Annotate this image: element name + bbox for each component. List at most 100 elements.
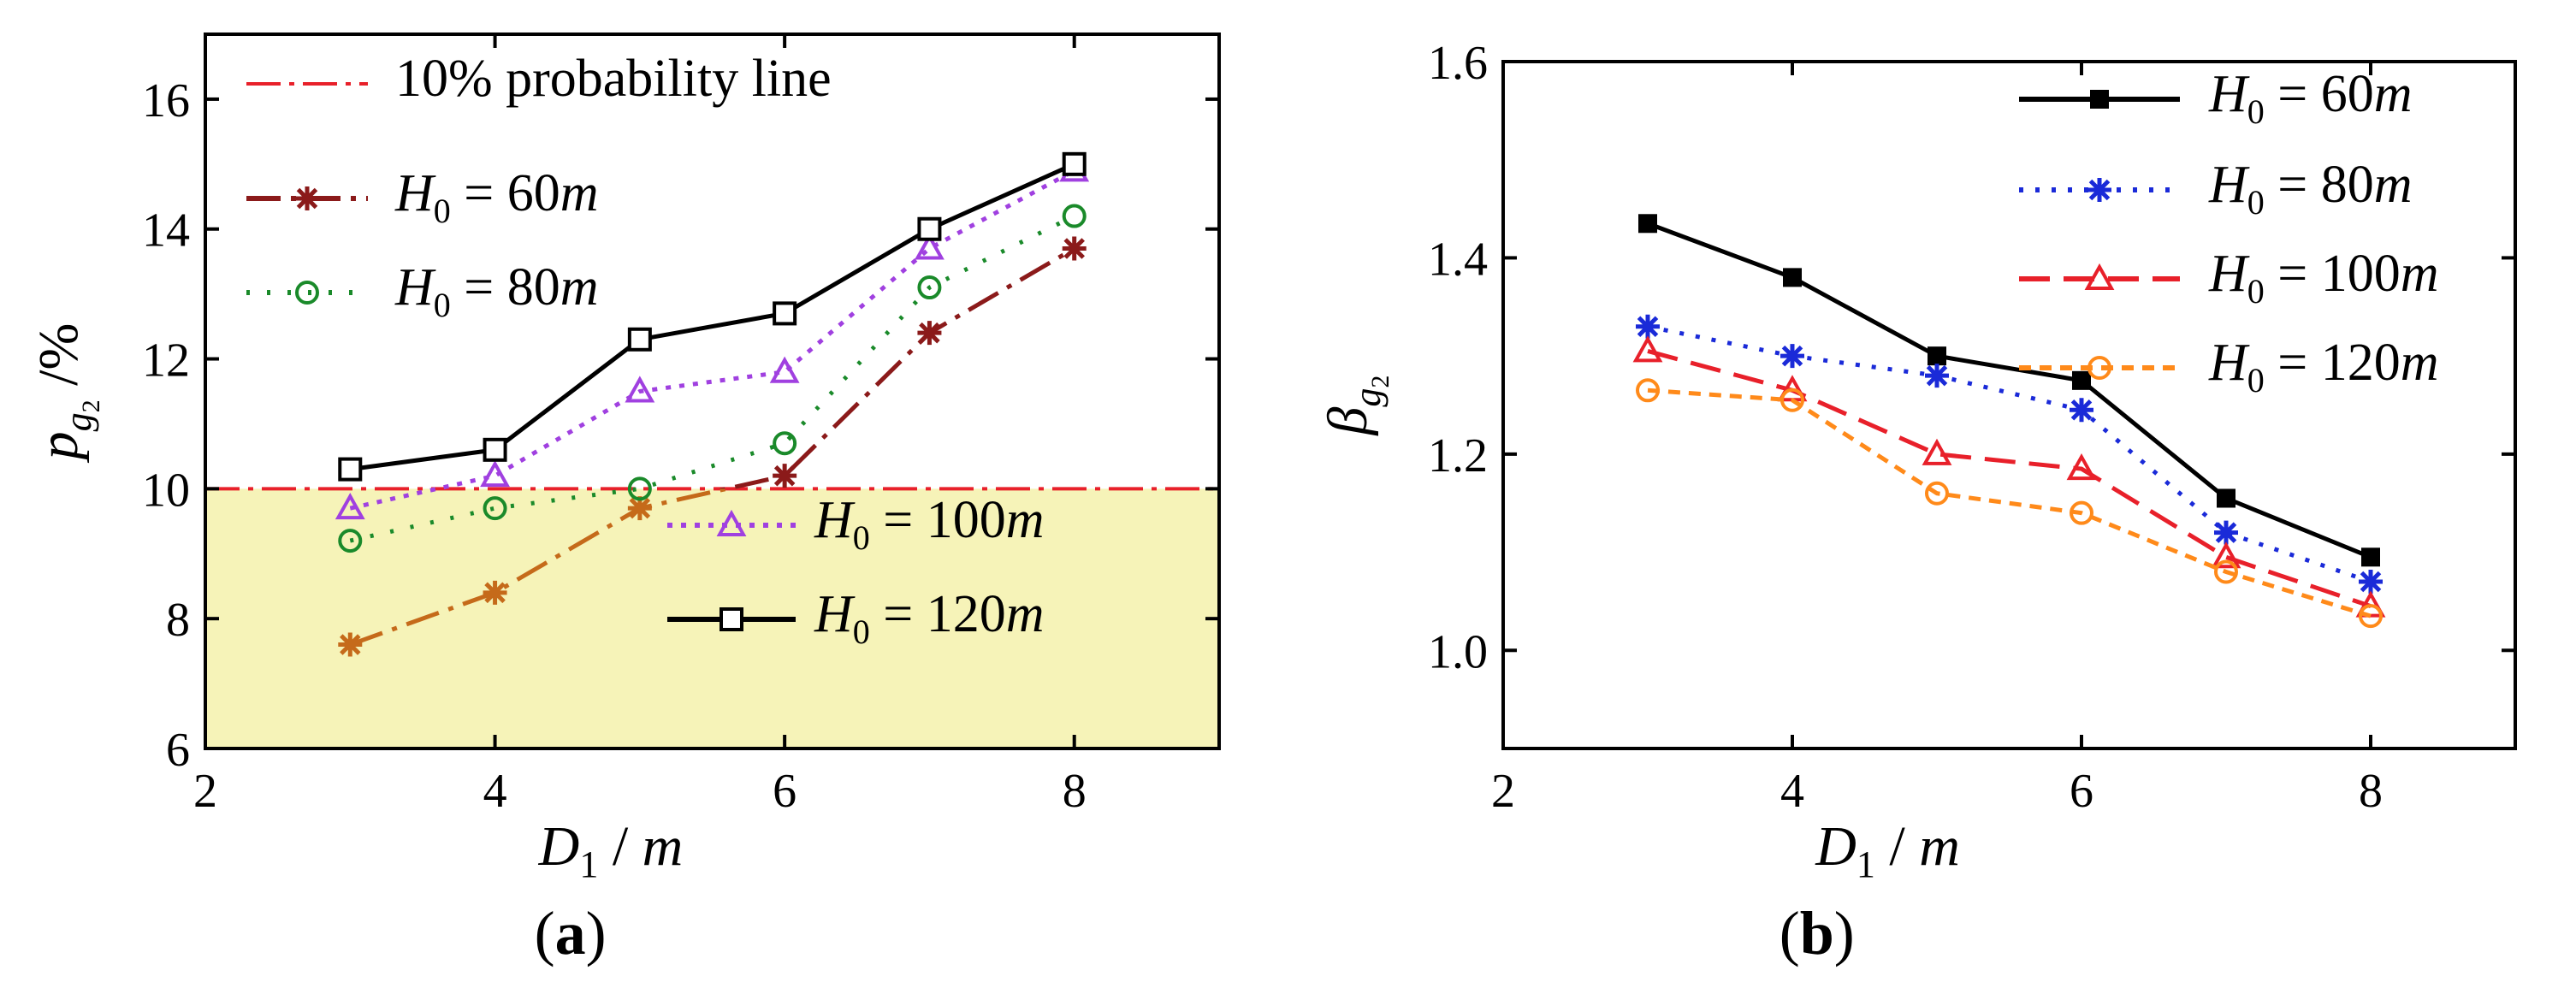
panel-label-letter: b — [1800, 899, 1834, 967]
series-H0=100m — [335, 155, 1090, 520]
legend-label-symbol: H — [2208, 156, 2250, 214]
x-axis-label-symbol: D — [1815, 815, 1856, 878]
legend-label: H0 = 120m — [2208, 334, 2439, 399]
legend-label-value: = 60 — [451, 164, 560, 222]
legend-label-subscript: 0 — [434, 192, 451, 230]
point-H0=60m-8 — [1062, 236, 1087, 261]
y-tick-label: 1.4 — [1428, 233, 1488, 286]
y-axis-label-subsubscript: 2 — [1366, 376, 1395, 388]
point-H0=120m-8 — [1062, 151, 1087, 176]
y-tick-label: 1.2 — [1428, 429, 1488, 482]
series-H0=80m — [1636, 314, 2383, 594]
point-H0=80m-5 — [627, 476, 652, 501]
legend-label-unit: m — [560, 258, 599, 317]
y-axis-label-symbol: p — [27, 431, 90, 463]
panel-label-open: ( — [535, 899, 555, 967]
legend-label-subscript: 0 — [2247, 272, 2265, 311]
legend-threshold-label: 10% probability line — [395, 50, 832, 108]
point-H0=80m-8 — [2359, 569, 2383, 594]
legend-label-unit: m — [560, 164, 599, 222]
legend-label: H0 = 80m — [394, 258, 599, 324]
y-tick-label: 10 — [142, 464, 190, 517]
panel-label: (a) — [535, 899, 607, 967]
legend-label-value: = 120 — [2265, 334, 2401, 392]
point-H0=100m-7 — [915, 233, 945, 260]
point-H0=60m-5 — [1928, 346, 1946, 366]
legend-label-subscript: 0 — [434, 286, 451, 324]
y-tick-label: 12 — [142, 334, 190, 388]
legend-label-value: = 80 — [451, 258, 560, 317]
point-H0=120m-8 — [2359, 604, 2383, 629]
point-H0=120m-6 — [773, 301, 797, 326]
y-tick-label: 14 — [142, 204, 190, 257]
legend-marker-H0=80m — [2087, 178, 2111, 202]
series-H0=80m — [338, 204, 1087, 553]
x-tick-label: 8 — [2359, 765, 2383, 818]
point-H0=100m-4 — [480, 460, 510, 488]
point-H0=60m-8 — [2361, 547, 2380, 567]
x-axis-label: D1 / m — [538, 815, 684, 885]
series-line-H0=100m — [349, 169, 1075, 511]
axis-frame — [1501, 60, 2517, 750]
point-H0=120m-7 — [917, 216, 942, 241]
legend-label-subscript: 0 — [2247, 183, 2265, 222]
panel-label-open: ( — [1780, 899, 1800, 967]
x-axis-label-slash: / — [1875, 815, 1919, 878]
y-axis-label-unit: /% — [27, 323, 90, 400]
point-H0=100m-7 — [2211, 541, 2241, 569]
legend-label-unit: m — [1006, 491, 1045, 549]
panel-label-close: ) — [586, 899, 607, 967]
x-tick-label: 8 — [1063, 765, 1087, 818]
point-H0=60m-4 — [1783, 268, 1802, 287]
point-H0=80m-7 — [917, 275, 942, 300]
series-line-H0=120m — [349, 162, 1075, 472]
series-H0=120m — [338, 151, 1087, 482]
point-H0=120m-3 — [338, 457, 363, 482]
point-H0=80m-6 — [773, 431, 797, 456]
point-H0=60m-7 — [917, 321, 942, 346]
legend-label-value: = 60 — [2265, 65, 2374, 123]
x-axis-label-subscript: 1 — [579, 843, 598, 885]
point-H0=60m-6 — [773, 464, 797, 488]
legend-label-unit: m — [2401, 334, 2439, 392]
panel-label-letter: a — [555, 899, 586, 967]
point-H0=80m-7 — [2214, 520, 2238, 545]
point-H0=60m-6 — [2072, 370, 2091, 390]
point-H0=80m-8 — [1062, 204, 1087, 228]
legend-label: H0 = 100m — [814, 491, 1045, 557]
point-H0=60m-3 — [1638, 214, 1657, 234]
legend-label-symbol: H — [814, 491, 856, 549]
series-H0=60m — [338, 236, 1087, 657]
y-tick-label: 6 — [166, 724, 190, 777]
point-H0=100m-3 — [1632, 335, 1663, 363]
legend-label-subscript: 0 — [2247, 92, 2265, 131]
point-H0=60m-4 — [483, 580, 507, 605]
y-axis-label-group: pg2 /% — [27, 323, 105, 464]
point-H0=120m-7 — [2214, 559, 2238, 584]
legend-label-symbol: H — [394, 258, 436, 317]
x-axis-label: D1 / m — [1815, 815, 1960, 885]
point-H0=80m-3 — [338, 529, 363, 553]
legend-label-symbol: H — [2208, 334, 2250, 392]
legend-label-subscript: 0 — [2247, 361, 2265, 399]
legend-marker-H0=120m — [720, 607, 743, 631]
y-tick-label: 1.6 — [1428, 37, 1488, 90]
legend-label-value: = 120 — [870, 585, 1006, 643]
y-axis-label: βg2 — [1317, 376, 1395, 437]
point-H0=60m-7 — [2217, 488, 2235, 508]
legend-marker-H0=60m — [2090, 90, 2109, 109]
x-axis-label-symbol: D — [538, 815, 580, 878]
legend-label-unit: m — [1006, 585, 1045, 643]
legend-label: H0 = 120m — [814, 585, 1045, 651]
point-H0=120m-6 — [2070, 500, 2093, 525]
series-line-H0=100m — [1647, 348, 2372, 609]
legend-label-symbol: H — [2208, 245, 2250, 303]
point-H0=100m-6 — [769, 356, 800, 383]
plot-area — [1503, 62, 2515, 748]
point-H0=120m-3 — [1636, 378, 1660, 403]
y-tick-label: 8 — [166, 594, 190, 647]
legend-marker-H0=120m — [2087, 356, 2111, 380]
x-axis-label-unit: m — [1919, 815, 1960, 878]
